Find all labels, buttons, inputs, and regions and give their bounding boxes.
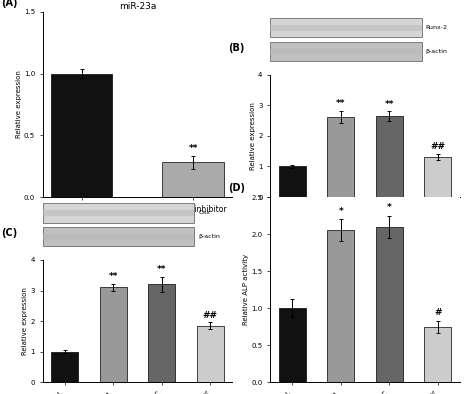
Text: ##: ## xyxy=(203,310,218,320)
Bar xyxy=(279,166,306,197)
Text: **: ** xyxy=(384,100,394,109)
Y-axis label: Relative ALP activity: Relative ALP activity xyxy=(243,254,249,325)
Bar xyxy=(376,227,402,382)
Text: (A): (A) xyxy=(1,0,18,8)
Text: β-actin: β-actin xyxy=(426,49,447,54)
Bar xyxy=(328,230,354,382)
Y-axis label: Relative expression: Relative expression xyxy=(250,102,256,170)
Bar xyxy=(424,157,451,197)
Bar xyxy=(100,288,127,382)
Bar xyxy=(43,203,194,223)
Bar xyxy=(197,326,224,382)
Bar xyxy=(43,234,194,240)
Bar xyxy=(51,351,78,382)
Bar xyxy=(43,227,194,246)
Bar xyxy=(279,308,306,382)
Bar xyxy=(163,162,224,197)
Y-axis label: Relative expression: Relative expression xyxy=(22,287,28,355)
Text: ##: ## xyxy=(430,142,445,151)
Text: (C): (C) xyxy=(1,228,17,238)
Bar xyxy=(270,42,422,61)
Bar xyxy=(51,74,112,197)
Bar xyxy=(148,284,175,382)
Text: **: ** xyxy=(336,99,346,108)
Text: **: ** xyxy=(109,272,118,281)
Text: (B): (B) xyxy=(228,43,245,53)
Bar xyxy=(270,48,422,54)
Bar xyxy=(270,18,422,37)
Text: Osx: Osx xyxy=(198,210,210,216)
Bar xyxy=(328,117,354,197)
Text: Runx-2: Runx-2 xyxy=(426,25,447,30)
Bar xyxy=(270,25,422,31)
Title: miR-23a: miR-23a xyxy=(119,2,156,11)
Bar xyxy=(376,116,402,197)
Text: #: # xyxy=(434,308,442,317)
Y-axis label: Relative expression: Relative expression xyxy=(16,71,22,138)
Text: **: ** xyxy=(157,265,166,274)
Text: *: * xyxy=(338,206,343,216)
Text: β-actin: β-actin xyxy=(198,234,220,239)
Bar xyxy=(424,327,451,382)
Text: (D): (D) xyxy=(228,183,246,193)
Text: *: * xyxy=(387,203,392,212)
Bar xyxy=(43,210,194,216)
Text: **: ** xyxy=(188,143,198,152)
